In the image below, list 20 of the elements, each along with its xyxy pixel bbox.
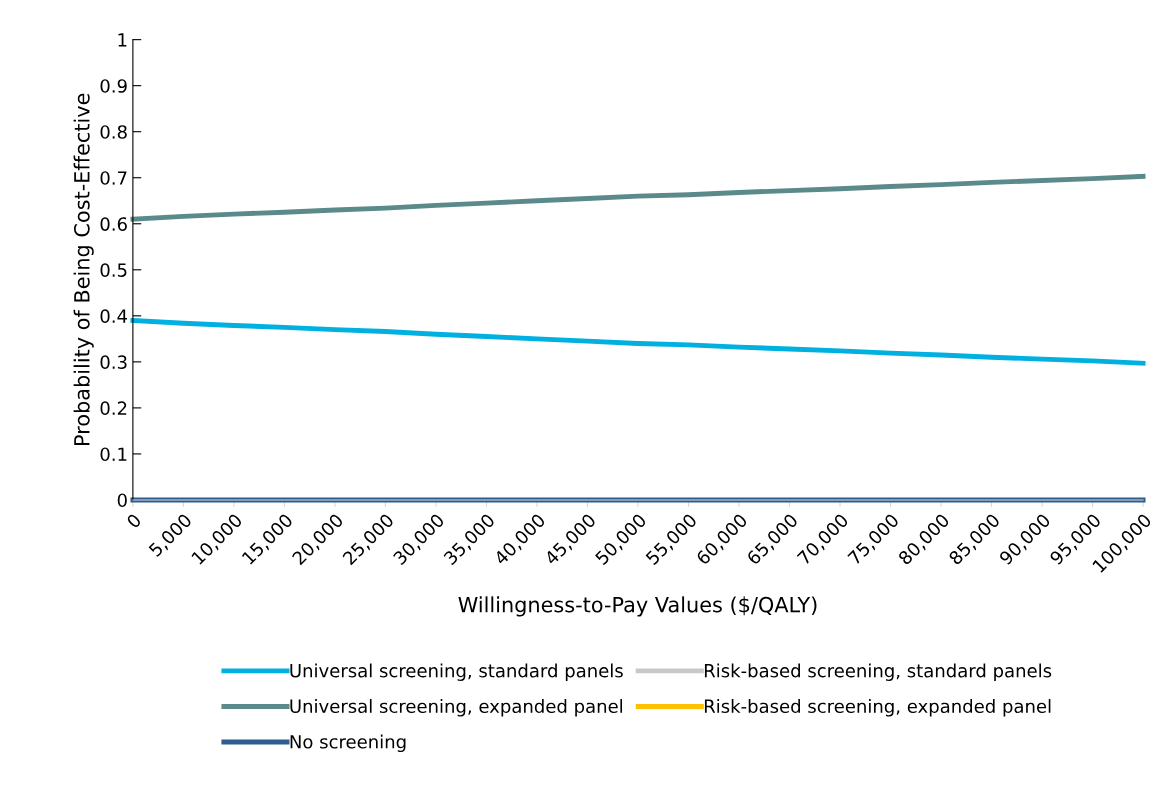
legend-label: Risk-based screening, expanded panel — [704, 699, 1051, 717]
y-tick-label: 0.2 — [100, 401, 127, 416]
y-tick-label: 0.8 — [100, 125, 127, 139]
legend-label: Universal screening, standard panels — [290, 663, 623, 681]
y-tick-label: 0 — [117, 493, 127, 508]
y-tick-label: 1 — [118, 33, 127, 47]
y-tick-label: 0.7 — [100, 171, 127, 185]
y-tick-label: 0.1 — [100, 447, 127, 462]
legend-label: Risk-based screening, standard panels — [704, 663, 1052, 681]
y-axis-title: Probability of Being Cost-Effective — [73, 93, 94, 445]
y-tick-label: 0.5 — [100, 263, 127, 277]
line-series — [130, 173, 1146, 222]
legend-label: Universal screening, expanded panel — [290, 699, 623, 717]
y-tick-label: 0.4 — [100, 309, 128, 323]
y-tick-label: 0.9 — [100, 79, 127, 93]
line-series — [130, 318, 1146, 366]
legend-label: No screening — [290, 734, 406, 753]
x-axis-title: Willingness-to-Pay Values ($/QALY) — [458, 596, 817, 617]
y-tick-label: 0.3 — [100, 355, 127, 369]
y-tick-label: 0.6 — [100, 217, 127, 231]
